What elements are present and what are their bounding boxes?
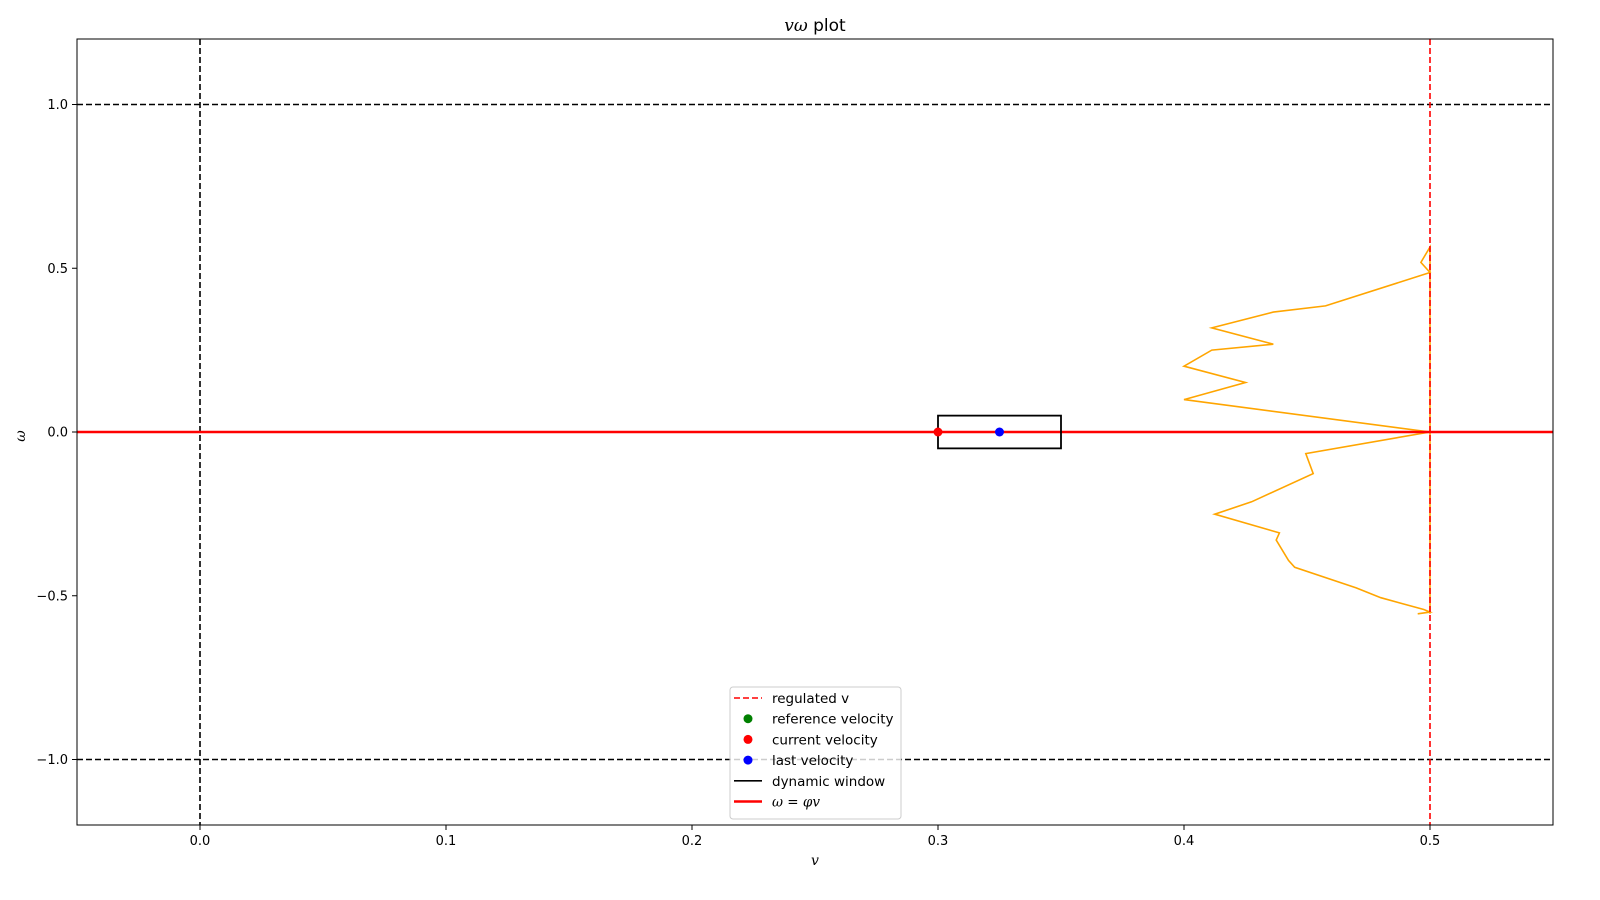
y-tick-label-3: 0.5 <box>47 262 68 277</box>
current-velocity-point <box>933 427 943 437</box>
axis-ticks: 0.0 0.1 0.2 0.3 0.4 0.5 −1.0 −0.5 0.0 0.5 1.0 <box>36 98 1440 849</box>
x-tick-label-2: 0.2 <box>682 834 703 849</box>
legend-label-3: last velocity <box>772 753 853 769</box>
legend-item-3: last velocity <box>743 753 853 769</box>
legend-marker-2 <box>743 734 753 744</box>
legend-label-0: regulated v <box>772 691 849 707</box>
x-axis-label: v <box>811 853 819 869</box>
y-tick-label-4: 1.0 <box>47 98 68 113</box>
profile-curve <box>1181 244 1434 615</box>
chart-title-symbol: vω <box>784 16 808 36</box>
x-tick-label-0: 0.0 <box>190 834 211 849</box>
y-tick-label-2: 0.0 <box>47 426 68 441</box>
x-tick-label-1: 0.1 <box>436 834 457 849</box>
chart-title: vω plot <box>784 16 846 36</box>
x-tick-label-4: 0.4 <box>1174 834 1195 849</box>
legend-item-1: reference velocity <box>743 712 894 728</box>
x-tick-label-3: 0.3 <box>928 834 949 849</box>
y-axis-label: ω <box>13 430 29 442</box>
legend-marker-1 <box>743 714 753 724</box>
legend-item-2: current velocity <box>743 732 878 748</box>
legend-label-5: ω = φv <box>772 795 820 811</box>
legend-label-1: reference velocity <box>772 712 894 728</box>
legend: regulated v reference velocity current vel… <box>729 686 902 820</box>
legend-item-0: regulated v <box>734 691 849 707</box>
legend-label-4: dynamic window <box>772 774 885 790</box>
last-velocity-point <box>995 427 1004 437</box>
legend-label-2: current velocity <box>772 732 878 748</box>
legend-box <box>729 686 902 820</box>
legend-item-4: dynamic window <box>734 774 885 790</box>
y-tick-label-1: −0.5 <box>36 589 68 604</box>
x-tick-label-5: 0.5 <box>1420 834 1441 849</box>
chart-title-text: plot <box>808 16 846 36</box>
y-tick-label-0: −1.0 <box>36 753 68 768</box>
legend-item-5: ω = φv <box>734 795 820 811</box>
legend-marker-3 <box>743 755 753 765</box>
